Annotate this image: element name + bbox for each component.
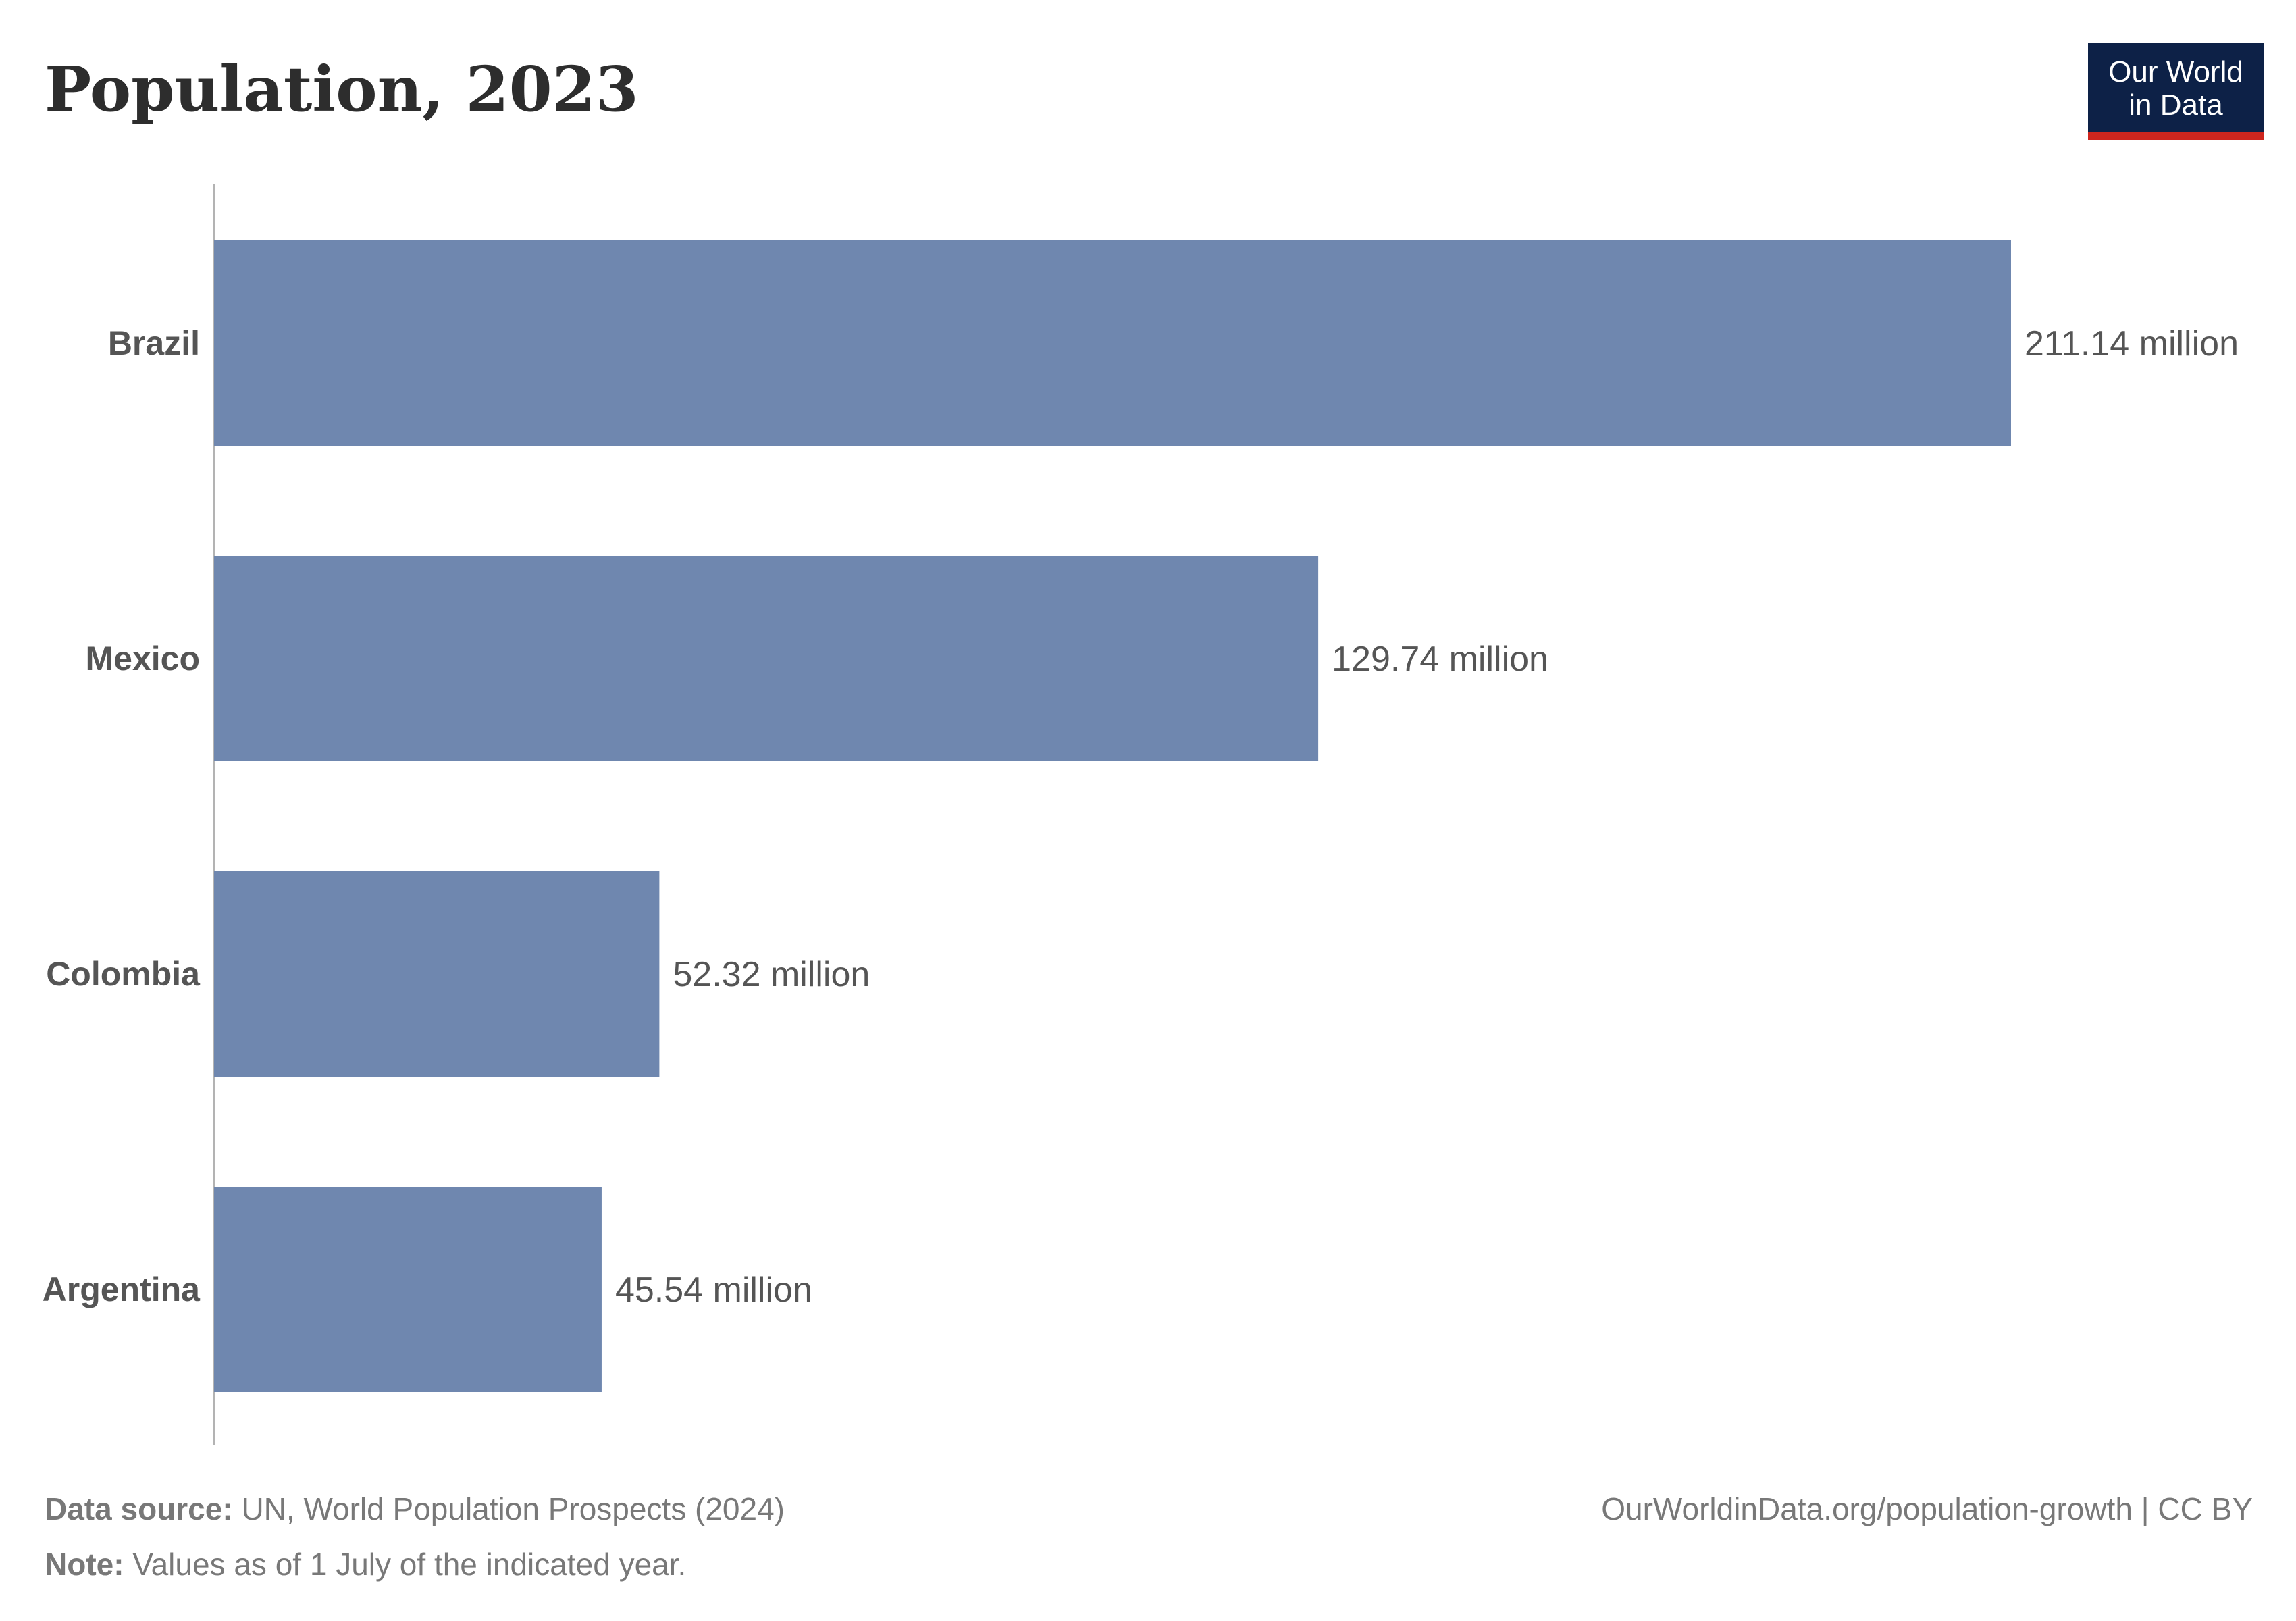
category-label-colombia: Colombia: [46, 955, 201, 993]
bar-colombia[interactable]: [214, 871, 660, 1077]
value-label-mexico: 129.74 million: [1332, 640, 1548, 679]
source-text: UN, World Population Prospects (2024): [241, 1491, 785, 1526]
logo-background: [2088, 43, 2264, 132]
bar-argentina[interactable]: [214, 1187, 602, 1392]
value-label-colombia: 52.32 million: [673, 955, 870, 994]
logo-line-1: Our World: [2108, 55, 2243, 88]
logo-accent-bar: [2088, 132, 2264, 140]
bar-mexico[interactable]: [214, 556, 1319, 761]
category-label-argentina: Argentina: [43, 1270, 201, 1308]
bars-group: Brazil 211.14 million Mexico 129.74 million…: [43, 240, 2239, 1392]
note-label: Note:: [45, 1547, 124, 1582]
value-label-brazil: 211.14 million: [2025, 324, 2239, 363]
category-label-brazil: Brazil: [108, 324, 200, 362]
source-label: Data source:: [45, 1491, 233, 1526]
owid-logo[interactable]: Our World in Data: [2088, 43, 2264, 140]
footer-source: Data source: UN, World Population Prospe…: [45, 1491, 785, 1526]
chart-title: Population, 2023: [45, 53, 639, 126]
footer-url[interactable]: OurWorldinData.org/population-growth | C…: [1601, 1491, 2253, 1526]
logo-line-2: in Data: [2129, 88, 2223, 122]
footer: Data source: UN, World Population Prospe…: [45, 1491, 2253, 1582]
note-text: Values as of 1 July of the indicated yea…: [132, 1547, 686, 1582]
category-label-mexico: Mexico: [85, 640, 200, 677]
value-label-argentina: 45.54 million: [615, 1270, 812, 1310]
bar-brazil[interactable]: [214, 240, 2011, 446]
footer-note: Note: Values as of 1 July of the indicat…: [45, 1547, 686, 1582]
